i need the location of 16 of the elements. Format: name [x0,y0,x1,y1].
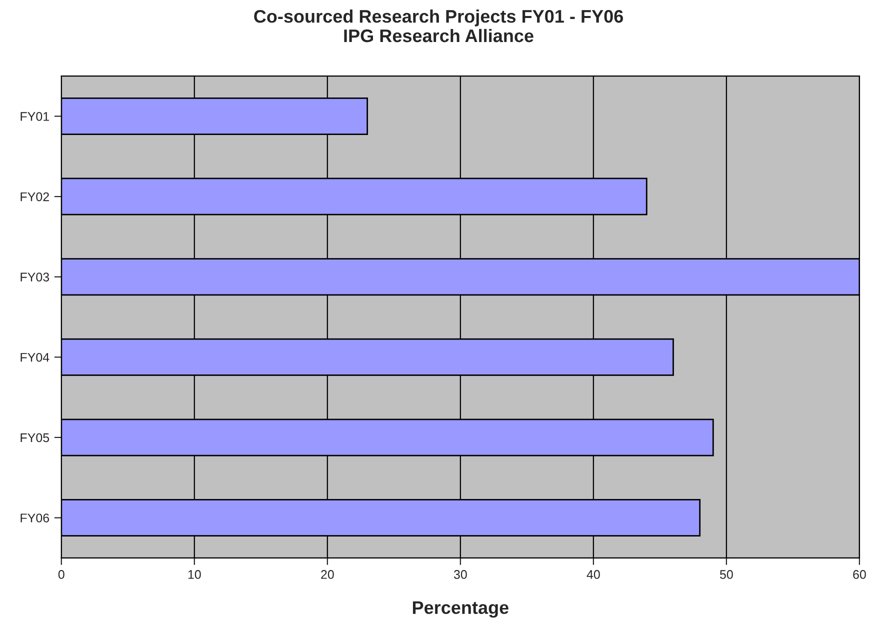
x-tick-label: 40 [586,570,600,579]
x-axis-title: Percentage [412,601,508,618]
x-tick-label: 20 [321,570,334,579]
y-tick-label: FY01 [20,112,49,121]
y-tick-label: FY06 [20,514,50,522]
x-tick-label: 0 [58,570,64,579]
y-tick-label: FY02 [20,192,49,202]
y-tick-label: FY04 [20,352,50,362]
x-tick-label: 50 [720,570,733,579]
chart-title: Co-sourced Research Projects FY01 - FY06 [254,10,623,26]
x-tick-label: 30 [454,570,467,579]
y-tick-label: FY05 [20,433,50,442]
y-tick-label: FY03 [20,272,50,282]
x-tick-label: 10 [188,570,201,579]
chart-subtitle: IPG Research Alliance [344,28,534,42]
x-tick-label: 60 [853,570,866,579]
